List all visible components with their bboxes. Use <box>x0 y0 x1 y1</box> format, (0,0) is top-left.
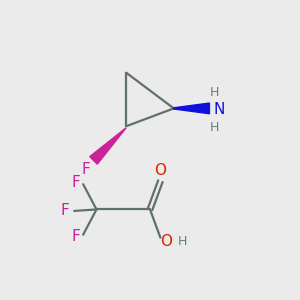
Polygon shape <box>90 128 126 164</box>
Text: O: O <box>154 163 166 178</box>
Text: F: F <box>82 162 91 177</box>
Text: F: F <box>71 229 80 244</box>
Text: H: H <box>209 121 219 134</box>
Text: H: H <box>209 85 219 98</box>
Text: H: H <box>178 235 188 248</box>
Text: F: F <box>60 203 69 218</box>
Text: N: N <box>214 102 225 117</box>
Text: F: F <box>71 175 80 190</box>
Polygon shape <box>174 103 209 114</box>
Text: O: O <box>160 234 172 249</box>
